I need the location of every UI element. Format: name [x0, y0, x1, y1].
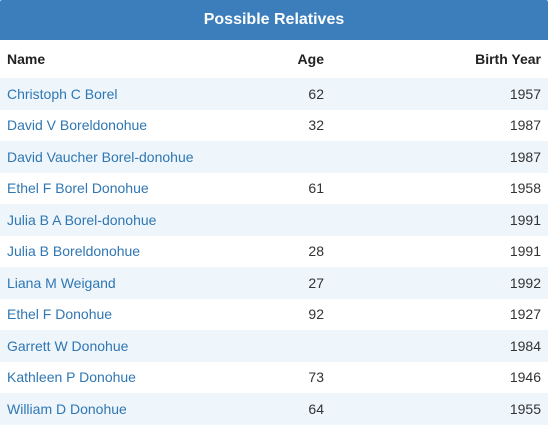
- relative-age: 28: [308, 243, 324, 260]
- relative-birth-year: 1958: [509, 180, 541, 197]
- relative-birth-year: 1927: [509, 306, 541, 323]
- table-row: Julia B Boreldonohue 28 1991: [0, 236, 548, 268]
- table-row: William D Donohue 64 1955: [0, 393, 548, 425]
- relative-age: 62: [308, 85, 324, 102]
- relative-age: 61: [308, 180, 324, 197]
- relative-name-link[interactable]: Julia B Boreldonohue: [7, 243, 141, 260]
- relative-name-link[interactable]: William D Donohue: [7, 400, 127, 417]
- relative-birth-year: 1991: [509, 211, 541, 228]
- relative-name-link[interactable]: Christoph C Borel: [7, 85, 118, 102]
- relative-name-link[interactable]: Liana M Weigand: [7, 274, 116, 291]
- table-row: Julia B A Borel-donohue 1991: [0, 204, 548, 236]
- relative-birth-year: 1957: [509, 85, 541, 102]
- table-row: Christoph C Borel 62 1957: [0, 78, 548, 110]
- relative-name-link[interactable]: David Vaucher Borel-donohue: [7, 148, 194, 165]
- table-header-row: Name Age Birth Year: [0, 40, 548, 78]
- panel-title: Possible Relatives: [0, 0, 548, 40]
- table-row: Ethel F Borel Donohue 61 1958: [0, 173, 548, 205]
- relatives-list: Christoph C Borel 62 1957 David V Boreld…: [0, 78, 548, 425]
- relative-name-link[interactable]: Ethel F Borel Donohue: [7, 180, 149, 197]
- relative-age: 27: [308, 274, 324, 291]
- table-row: Ethel F Donohue 92 1927: [0, 299, 548, 331]
- relative-name-link[interactable]: Garrett W Donohue: [7, 337, 129, 354]
- relative-age: 73: [308, 369, 324, 386]
- relative-name-link[interactable]: David V Boreldonohue: [7, 117, 148, 134]
- relative-name-link[interactable]: Julia B A Borel-donohue: [7, 211, 157, 228]
- relative-age: 32: [308, 117, 324, 134]
- table-row: Garrett W Donohue 1984: [0, 330, 548, 362]
- relative-name-link[interactable]: Ethel F Donohue: [7, 306, 113, 323]
- relative-age: 92: [308, 306, 324, 323]
- table-row: Kathleen P Donohue 73 1946: [0, 362, 548, 394]
- table-row: David V Boreldonohue 32 1987: [0, 110, 548, 142]
- relative-birth-year: 1987: [509, 148, 541, 165]
- relative-name-link[interactable]: Kathleen P Donohue: [7, 369, 136, 386]
- relative-birth-year: 1991: [509, 243, 541, 260]
- column-header-name: Name: [7, 51, 46, 67]
- relative-birth-year: 1955: [509, 400, 541, 417]
- relative-birth-year: 1984: [509, 337, 541, 354]
- column-header-birth-year: Birth Year: [475, 51, 541, 67]
- relative-birth-year: 1987: [509, 117, 541, 134]
- relative-age: 64: [308, 400, 324, 417]
- relative-birth-year: 1992: [509, 274, 541, 291]
- relative-birth-year: 1946: [509, 369, 541, 386]
- table-row: Liana M Weigand 27 1992: [0, 267, 548, 299]
- column-header-age: Age: [297, 51, 324, 67]
- table-row: David Vaucher Borel-donohue 1987: [0, 141, 548, 173]
